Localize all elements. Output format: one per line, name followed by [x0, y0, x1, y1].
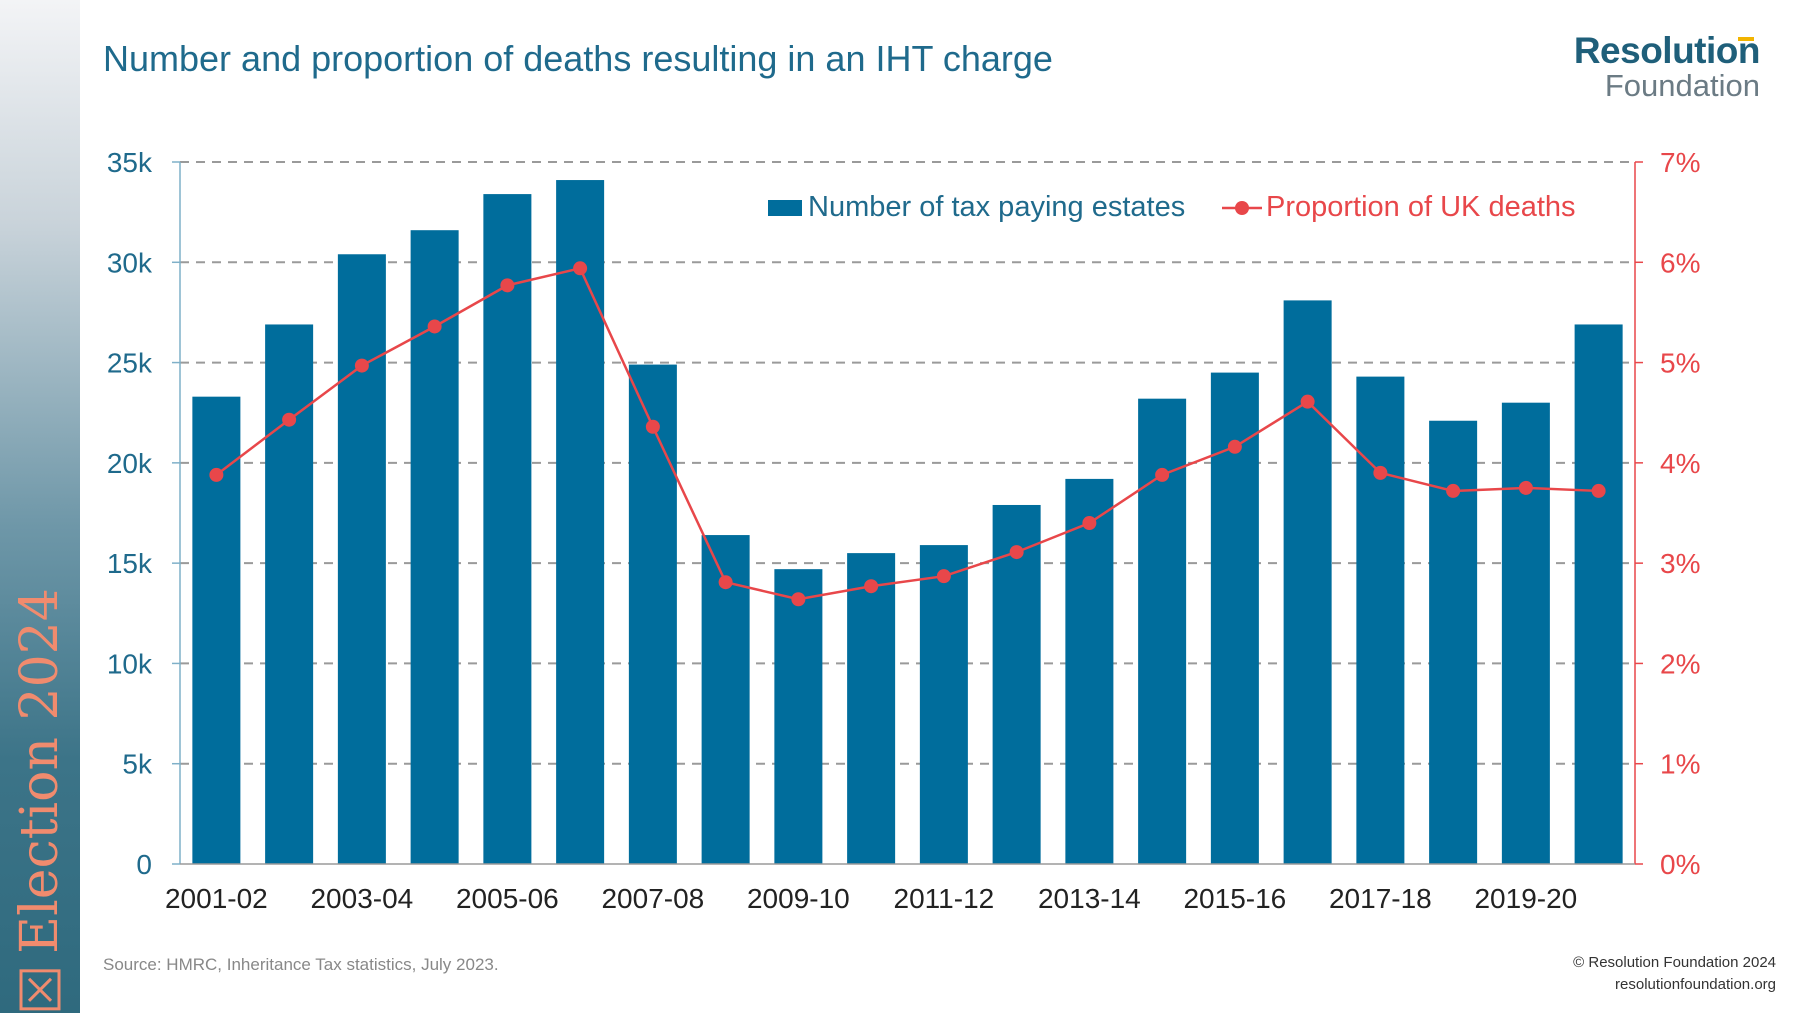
bar: [337, 254, 386, 864]
y-left-tick-label: 0: [136, 849, 152, 880]
line-point: [1300, 394, 1315, 409]
bar: [701, 535, 750, 864]
legend: Number of tax paying estates Proportion o…: [768, 191, 1576, 223]
x-tick-label: 2001-02: [165, 883, 268, 914]
line-point: [718, 575, 733, 590]
line-point: [573, 261, 588, 276]
chart-title: Number and proportion of deaths resultin…: [103, 38, 1053, 79]
x-tick-label: 2007-08: [601, 883, 704, 914]
line-point: [1009, 545, 1024, 560]
bar: [265, 324, 314, 864]
y-right-tick-label: 3%: [1660, 548, 1700, 579]
election-label: Election 2024: [10, 588, 70, 1012]
line-point: [1227, 439, 1242, 454]
y-right-tick-label: 6%: [1660, 247, 1700, 278]
x-tick-label: 2009-10: [747, 883, 850, 914]
bar: [1283, 300, 1332, 864]
y-left-tick-label: 5k: [122, 749, 153, 780]
website-link[interactable]: resolutionfoundation.org: [1615, 976, 1776, 993]
line-point: [282, 412, 297, 427]
line-point: [1082, 516, 1097, 531]
legend-bar-label: Number of tax paying estates: [808, 191, 1185, 223]
y-right-tick-label: 1%: [1660, 749, 1700, 780]
gridlines: [180, 161, 1635, 765]
bar: [1356, 376, 1405, 864]
y-right-tick-label: 4%: [1660, 448, 1700, 479]
line-point: [500, 278, 515, 293]
x-tick-label: 2011-12: [894, 883, 995, 914]
x-tick-label: 2013-14: [1038, 883, 1141, 914]
bar: [483, 194, 532, 864]
y-left-tick-label: 10k: [107, 648, 153, 679]
bar: [556, 180, 605, 865]
logo-line-1: Resolution: [1573, 30, 1761, 71]
bar: [192, 396, 241, 864]
line-point: [1373, 465, 1388, 480]
logo: Resolution Foundation: [1520, 30, 1761, 103]
line-series: [209, 261, 1606, 607]
line-point: [209, 467, 224, 482]
x-tick-label: 2019-20: [1474, 883, 1577, 914]
y-left-tick-label: 15k: [107, 548, 153, 579]
y-left-tick-label: 35k: [107, 147, 153, 178]
y-right-tick-label: 0%: [1660, 849, 1700, 880]
bar-series: [192, 180, 1623, 865]
legend-bar-swatch: [768, 200, 802, 216]
legend-line-marker: [1235, 201, 1249, 215]
line-point: [427, 319, 442, 334]
line-point: [791, 592, 806, 607]
line-point: [645, 419, 660, 434]
x-tick-label: 2015-16: [1183, 883, 1286, 914]
line-point: [1155, 467, 1170, 482]
bar: [774, 569, 823, 864]
logo-line-2: Foundation: [1604, 68, 1760, 103]
bar: [1065, 478, 1114, 864]
line-point: [1518, 480, 1533, 495]
y-right-tick-label: 7%: [1660, 147, 1700, 178]
line-point: [864, 579, 879, 594]
bar: [992, 504, 1041, 864]
bar: [919, 545, 968, 864]
y-left-tick-label: 20k: [107, 448, 153, 479]
y-left-tick-label: 30k: [107, 247, 153, 278]
y-right-tick-label: 2%: [1660, 648, 1700, 679]
ballot-box-icon: [19, 969, 61, 1011]
x-tick-label: 2017-18: [1329, 883, 1432, 914]
bar: [1210, 372, 1259, 864]
line-point: [1591, 483, 1606, 498]
line-point: [936, 569, 951, 584]
y-right-tick-label: 5%: [1660, 348, 1700, 379]
x-tick-label: 2005-06: [456, 883, 559, 914]
y-left-tick-label: 25k: [107, 348, 153, 379]
line-point: [354, 358, 369, 373]
series-line: [215, 266, 1599, 601]
copyright-text: © Resolution Foundation 2024: [1573, 954, 1776, 971]
bar: [847, 553, 896, 864]
x-tick-label: 2003-04: [310, 883, 413, 914]
logo-accent: [1738, 37, 1754, 41]
axes: 0 5k 10k 15k 20k 25k 30k 35k 0% 1% 2% 3% 4% 5% 6% 7% 200…: [107, 147, 1701, 914]
copyright-block: © Resolution Foundation 2024 resolutionf…: [1573, 952, 1776, 996]
line-point: [1446, 483, 1461, 498]
bar: [628, 364, 677, 864]
bar: [1501, 402, 1550, 864]
source-note: Source: HMRC, Inheritance Tax statistics…: [103, 955, 499, 974]
bar: [1574, 324, 1623, 864]
sidebar-banner: Election 2024: [0, 0, 80, 1013]
legend-line-label: Proportion of UK deaths: [1266, 191, 1576, 223]
